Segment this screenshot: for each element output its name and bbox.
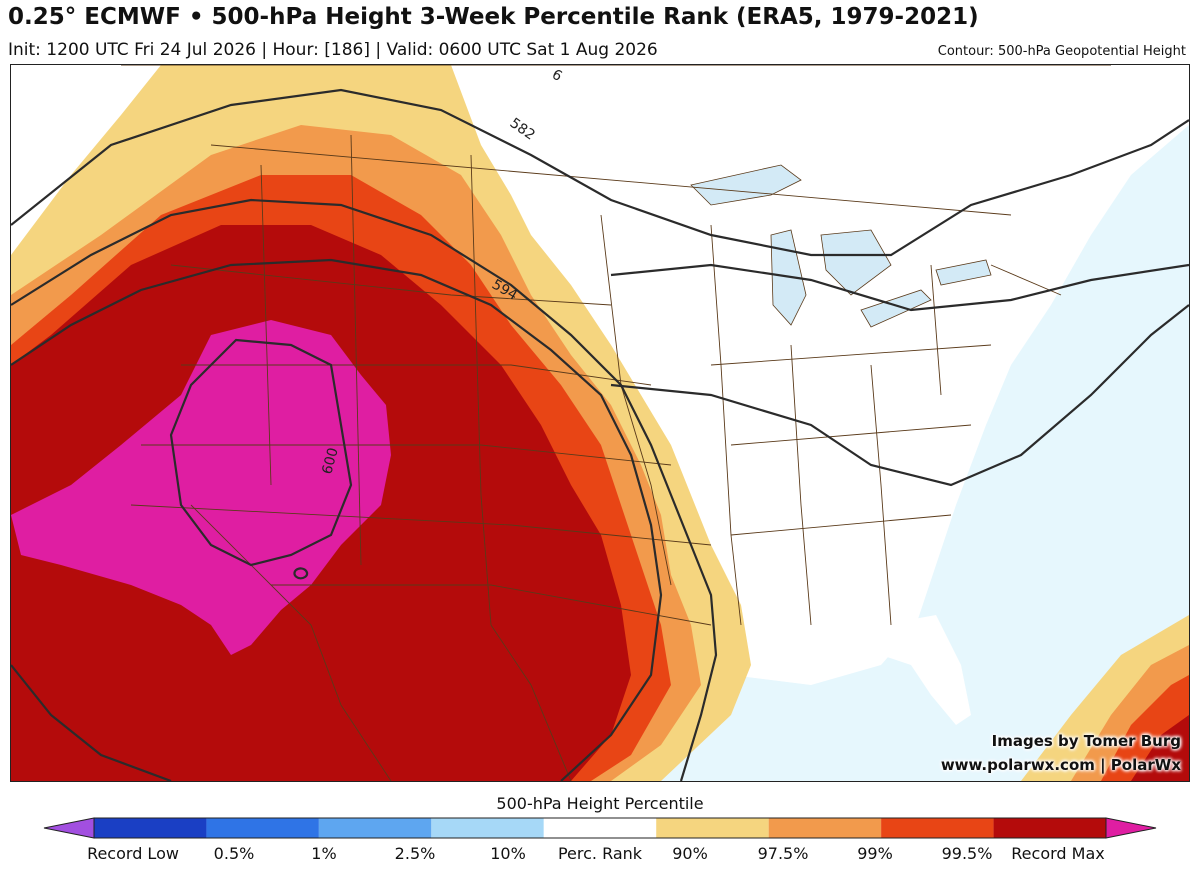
contour-594-east	[610, 304, 1189, 487]
credit-website: www.polarwx.com | PolarWx	[940, 756, 1181, 774]
state-boundaries	[121, 65, 1111, 781]
colorbar-label: 10%	[490, 844, 526, 863]
colorbar-label: Record Low	[87, 844, 179, 863]
colorbar-segment	[206, 818, 319, 838]
colorbar-label: 2.5%	[394, 844, 436, 863]
colorbar-label: 97.5%	[757, 844, 809, 863]
contour-note: Contour: 500-hPa Geopotential Height	[937, 44, 1186, 59]
percentile-shading	[11, 65, 1189, 781]
colorbar-title: 500-hPa Height Percentile	[496, 794, 704, 813]
contour-600	[169, 338, 353, 567]
colorbar-arrow-low	[43, 817, 95, 839]
colorbar-border	[93, 817, 1107, 839]
shade-995-southeast	[1131, 715, 1189, 781]
contour-588	[11, 198, 718, 781]
map-canvas: 582 594 600 6	[11, 65, 1189, 781]
height-contours	[11, 88, 1189, 781]
contour-label-600: 600	[319, 446, 341, 476]
colorbar-segment	[656, 818, 769, 838]
map-title: 0.25° ECMWF • 500-hPa Height 3-Week Perc…	[8, 4, 979, 30]
lake-superior	[690, 164, 802, 206]
colorbar-segment	[318, 818, 432, 838]
great-lakes	[690, 164, 992, 328]
colorbar-label: 1%	[311, 844, 337, 863]
colorbar-segment	[768, 818, 882, 838]
contour-588-east	[610, 263, 1189, 312]
colorbar-segment	[993, 818, 1106, 838]
map-panel: 582 594 600 6 Images by Tomer Burg www.p…	[10, 64, 1190, 782]
colorbar-arrow-high	[1105, 817, 1157, 839]
lake-erie	[860, 289, 932, 328]
colorbar-segment	[881, 818, 994, 838]
florida-land	[881, 615, 971, 725]
credit-author: Images by Tomer Burg	[991, 732, 1181, 750]
colorbar-label: 90%	[672, 844, 708, 863]
colorbar-label: Perc. Rank	[557, 844, 643, 863]
colorbar-label: 99%	[857, 844, 893, 863]
contour-600-blob	[293, 567, 309, 580]
image-credit: Images by Tomer Burg www.polarwx.com | P…	[941, 729, 1181, 777]
colorbar-labels: Record Low 0.5% 1% 2.5% 10% Perc. Rank 90% 97.5…	[0, 844, 1200, 874]
contour-southwest	[11, 664, 172, 781]
map-subtitle: Init: 1200 UTC Fri 24 Jul 2026 | Hour: […	[8, 40, 658, 60]
colorbar-segment	[94, 818, 207, 838]
colorbar-segment	[543, 818, 657, 838]
colorbar	[43, 817, 1157, 839]
contour-594	[11, 258, 663, 781]
colorbar-label: 0.5%	[213, 844, 255, 863]
colorbar-label: Record Max	[1011, 844, 1105, 863]
colorbar-label: 99.5%	[941, 844, 993, 863]
lake-huron	[820, 229, 892, 296]
colorbar-segment	[431, 818, 544, 838]
contour-582	[11, 88, 1189, 257]
lake-ontario	[935, 259, 992, 286]
